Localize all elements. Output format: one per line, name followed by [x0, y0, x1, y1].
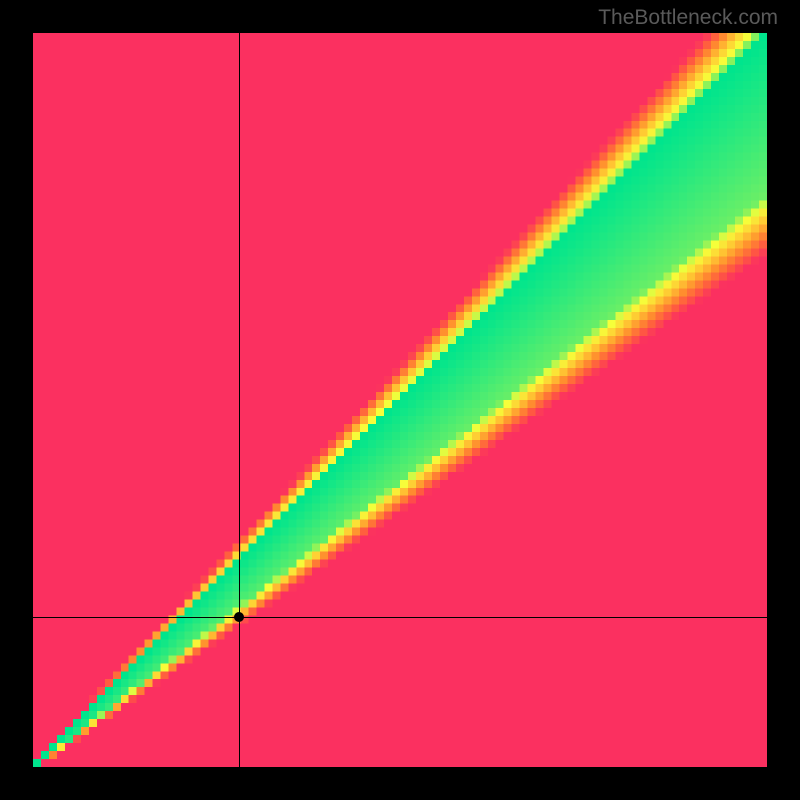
marker-dot: [234, 612, 244, 622]
heatmap-canvas: [33, 33, 767, 767]
watermark-text: TheBottleneck.com: [598, 6, 778, 30]
crosshair-vertical: [239, 33, 240, 767]
crosshair-horizontal: [33, 617, 767, 618]
heatmap-plot: [33, 33, 767, 767]
